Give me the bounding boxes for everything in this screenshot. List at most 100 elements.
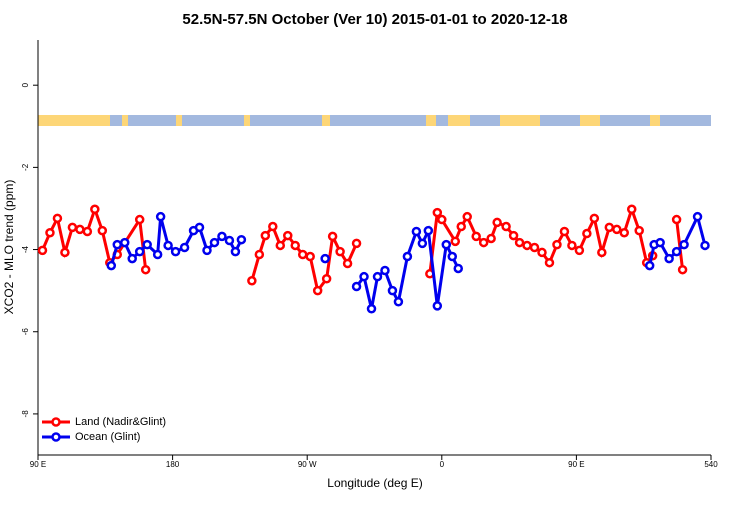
legend-marker [51, 417, 61, 427]
data-point [387, 285, 398, 296]
data-point [351, 281, 362, 292]
data-point [402, 251, 413, 262]
data-point [320, 253, 330, 264]
data-point [366, 303, 377, 314]
x-tick-label: 90 E [30, 460, 46, 469]
data-point [478, 237, 489, 248]
data-point [619, 227, 630, 238]
data-point [456, 221, 466, 232]
data-point [247, 276, 257, 286]
data-point [655, 237, 665, 248]
data-point [60, 247, 70, 258]
data-point [486, 233, 496, 244]
data-point [260, 230, 271, 241]
x-tick-label: 540 [704, 460, 718, 469]
data-point [134, 246, 145, 257]
data-point [692, 211, 703, 222]
data-point [453, 263, 464, 274]
data-point [155, 211, 166, 222]
data-point [327, 231, 338, 242]
data-point [194, 222, 205, 233]
data-point [321, 273, 332, 284]
data-point [597, 247, 607, 258]
legend-label: Ocean (Glint) [75, 431, 140, 443]
x-axis-label: Longitude (deg E) [327, 476, 422, 490]
data-point [417, 238, 428, 249]
data-point [393, 296, 404, 307]
data-point [372, 271, 383, 282]
data-point [612, 224, 622, 235]
data-point [119, 237, 130, 248]
data-point [574, 245, 585, 256]
data-point [508, 230, 519, 241]
data-point [305, 251, 315, 262]
data-point [170, 246, 181, 257]
data-point [290, 240, 300, 251]
data-point [37, 245, 48, 256]
data-point [471, 231, 481, 242]
data-point [626, 204, 637, 215]
data-point [589, 213, 600, 224]
data-point [275, 240, 286, 251]
data-point [537, 247, 547, 258]
chart-title: 52.5N-57.5N October (Ver 10) 2015-01-01 … [182, 11, 567, 28]
data-point [441, 239, 452, 250]
y-tick-label: -2 [21, 163, 30, 171]
data-point [634, 225, 644, 236]
x-tick-label: 90 E [568, 460, 584, 469]
x-tick-label: 0 [440, 460, 445, 469]
legend-label: Land (Nadir&Glint) [75, 416, 166, 428]
data-point [312, 285, 323, 296]
data-point [335, 246, 345, 257]
data-point [423, 225, 434, 236]
data-point [582, 228, 592, 239]
data-point [604, 222, 615, 233]
data-point [679, 239, 689, 250]
data-point [75, 224, 85, 235]
data-point [142, 239, 152, 250]
data-point [544, 257, 555, 268]
x-tick-label: 90 W [298, 460, 317, 469]
data-point [677, 264, 688, 275]
data-point [179, 242, 190, 253]
data-point [432, 207, 443, 218]
data-point [67, 222, 78, 233]
data-point [450, 236, 461, 247]
data-point [462, 211, 472, 222]
data-point [359, 271, 369, 282]
data-point [268, 221, 278, 232]
data-point [514, 237, 525, 248]
y-tick-label: -6 [21, 328, 30, 336]
data-point [297, 249, 308, 260]
data-point [447, 251, 458, 262]
data-point [644, 260, 655, 271]
data-point [52, 213, 63, 224]
data-point [45, 227, 55, 238]
data-point [217, 231, 227, 242]
data-point [224, 235, 235, 246]
data-point [97, 225, 108, 236]
data-point [664, 253, 674, 264]
data-point [671, 246, 682, 257]
data-point [380, 265, 390, 276]
y-tick-label: -4 [21, 245, 30, 253]
data-point [437, 214, 447, 225]
data-point [671, 214, 682, 225]
y-axis-label: XCO2 - MLO trend (ppm) [2, 180, 16, 315]
data-point [254, 249, 265, 260]
data-point [127, 253, 137, 264]
data-point [700, 240, 710, 251]
data-point [236, 234, 247, 245]
data-point [112, 239, 123, 250]
land-ocean-strip [38, 115, 711, 126]
data-point [152, 249, 163, 260]
legend-marker [51, 432, 61, 442]
data-point [351, 238, 362, 249]
data-point [411, 226, 422, 237]
data-point [552, 239, 562, 250]
y-tick-label: 0 [21, 82, 30, 87]
data-point [342, 258, 353, 269]
data-point [90, 204, 100, 215]
data-point [492, 217, 502, 228]
